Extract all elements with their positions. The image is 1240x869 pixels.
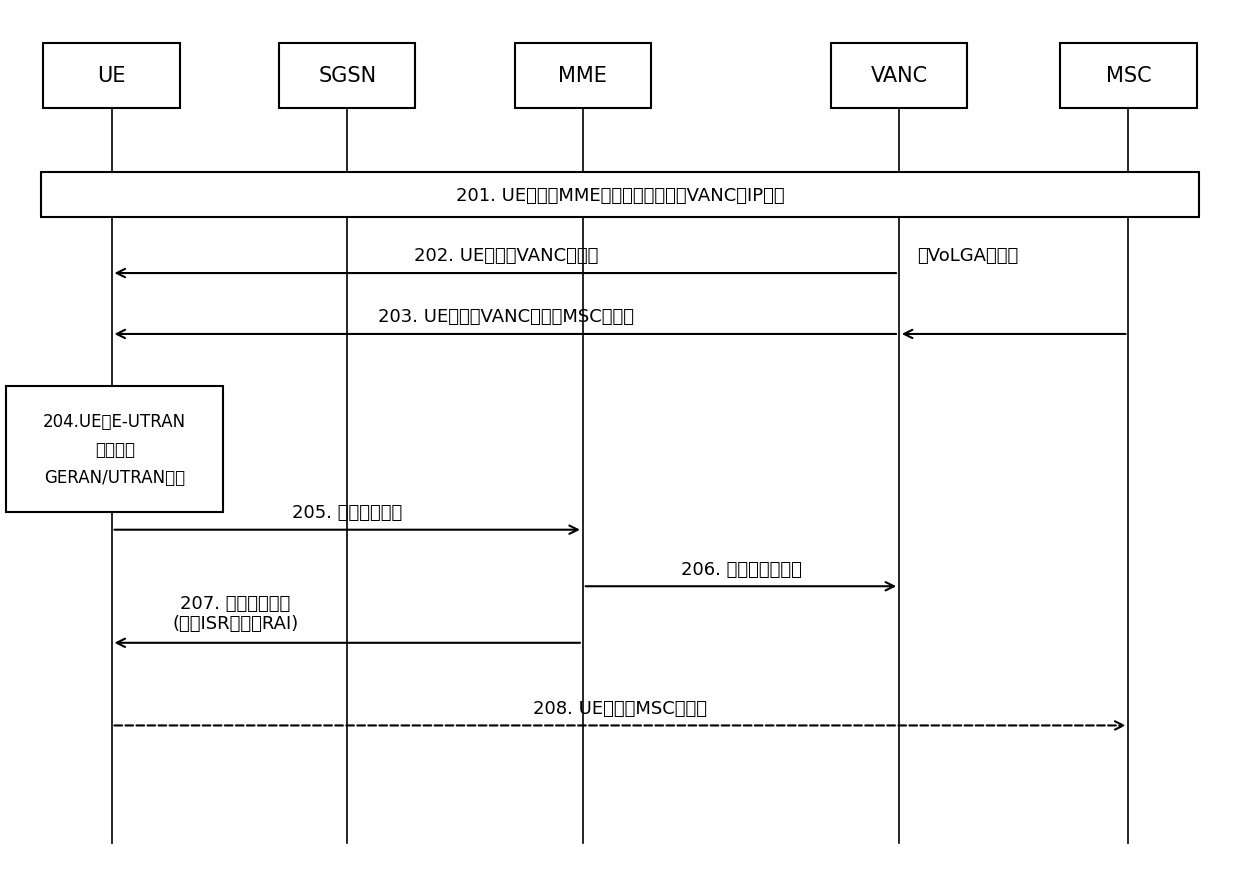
- Text: MME: MME: [558, 66, 608, 86]
- Text: UE: UE: [98, 66, 125, 86]
- Text: SGSN: SGSN: [319, 66, 376, 86]
- Text: MSC: MSC: [1106, 66, 1151, 86]
- Text: 203. UE通过｜VANC完成到MSC的注册: 203. UE通过｜VANC完成到MSC的注册: [378, 308, 634, 326]
- Bar: [43, 43, 180, 109]
- Text: 208. UE完成到MSC的更新: 208. UE完成到MSC的更新: [533, 699, 707, 717]
- Text: 204.UE从E-UTRAN
网络接入
GERAN/UTRAN网络: 204.UE从E-UTRAN 网络接入 GERAN/UTRAN网络: [43, 413, 186, 487]
- Bar: [6, 387, 223, 513]
- Text: VANC: VANC: [870, 66, 928, 86]
- Bar: [279, 43, 415, 109]
- Bar: [515, 43, 651, 109]
- Text: 206. 获取上下文流程: 206. 获取上下文流程: [681, 560, 802, 578]
- Text: 205. 位置更新请求: 205. 位置更新请求: [293, 503, 402, 521]
- Bar: [41, 173, 1199, 218]
- Bar: [1060, 43, 1197, 109]
- Text: （VoLGA注册）: （VoLGA注册）: [918, 247, 1019, 265]
- Bar: [831, 43, 967, 109]
- Text: 207. 位置更新响应
(携带ISR信息，RAI): 207. 位置更新响应 (携带ISR信息，RAI): [172, 594, 299, 633]
- Text: 202. UE完成到VANC的注册: 202. UE完成到VANC的注册: [414, 247, 598, 265]
- Text: 201. UE完成到MME的注册，并建立到VANC的IP通道: 201. UE完成到MME的注册，并建立到VANC的IP通道: [455, 187, 785, 204]
